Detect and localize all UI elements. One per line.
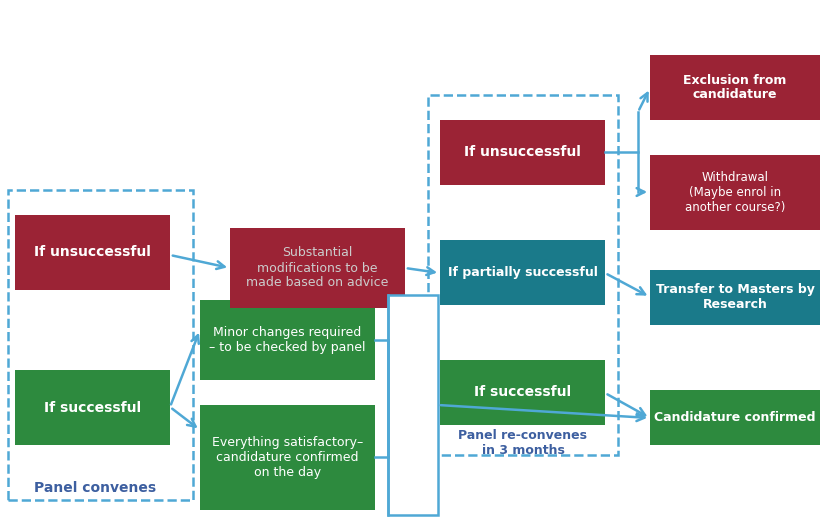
Text: Withdrawal
(Maybe enrol in
another course?): Withdrawal (Maybe enrol in another cours…: [685, 171, 785, 214]
Text: Substantial
modifications to be
made based on advice: Substantial modifications to be made bas…: [246, 246, 389, 289]
Text: Candidature confirmed: Candidature confirmed: [654, 411, 816, 424]
FancyBboxPatch shape: [440, 240, 605, 305]
Text: Panel convenes: Panel convenes: [34, 481, 156, 495]
Text: If unsuccessful: If unsuccessful: [464, 145, 581, 159]
Text: Minor changes required
– to be checked by panel: Minor changes required – to be checked b…: [209, 326, 365, 354]
FancyBboxPatch shape: [440, 360, 605, 425]
Text: Panel re-convenes
in 3 months: Panel re-convenes in 3 months: [459, 429, 587, 457]
FancyBboxPatch shape: [650, 155, 820, 230]
Text: Exclusion from
candidature: Exclusion from candidature: [683, 73, 787, 101]
FancyBboxPatch shape: [200, 405, 375, 510]
FancyBboxPatch shape: [388, 295, 438, 515]
Text: If unsuccessful: If unsuccessful: [34, 245, 151, 260]
FancyBboxPatch shape: [200, 300, 375, 380]
Text: If successful: If successful: [474, 386, 571, 399]
Text: If successful: If successful: [44, 400, 141, 415]
Text: Transfer to Masters by
Research: Transfer to Masters by Research: [655, 284, 815, 312]
FancyBboxPatch shape: [15, 370, 170, 445]
Text: If partially successful: If partially successful: [448, 266, 597, 279]
FancyBboxPatch shape: [15, 215, 170, 290]
FancyBboxPatch shape: [650, 390, 820, 445]
FancyBboxPatch shape: [230, 228, 405, 308]
Text: Everything satisfactory–
candidature confirmed
on the day: Everything satisfactory– candidature con…: [212, 436, 363, 479]
FancyBboxPatch shape: [650, 55, 820, 120]
FancyBboxPatch shape: [650, 270, 820, 325]
FancyBboxPatch shape: [440, 120, 605, 185]
